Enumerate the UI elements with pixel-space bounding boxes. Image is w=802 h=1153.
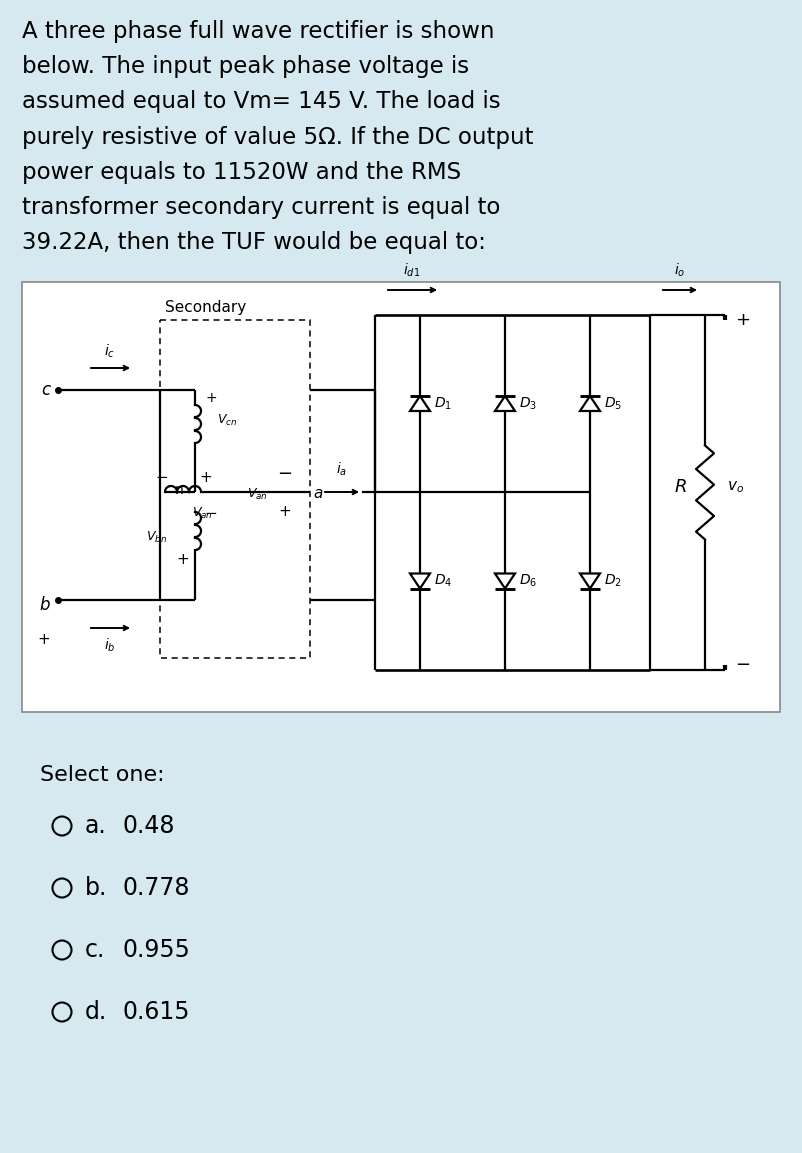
Text: $V_{an}$: $V_{an}$ [192, 506, 213, 521]
Text: $D_6$: $D_6$ [519, 573, 537, 589]
Text: $V_{bn}$: $V_{bn}$ [146, 529, 167, 544]
Polygon shape [410, 395, 430, 410]
Text: 0.615: 0.615 [122, 1000, 189, 1024]
Text: 0.48: 0.48 [122, 814, 175, 838]
Text: −: − [735, 656, 750, 675]
Text: c: c [41, 380, 50, 399]
Text: −: − [156, 470, 168, 485]
Text: n: n [174, 483, 183, 497]
Polygon shape [410, 573, 430, 588]
Text: $D_4$: $D_4$ [434, 573, 452, 589]
Text: +: + [176, 551, 189, 566]
Text: a: a [313, 487, 322, 502]
Text: A three phase full wave rectifier is shown
below. The input peak phase voltage i: A three phase full wave rectifier is sho… [22, 20, 533, 255]
Text: +: + [37, 633, 50, 648]
Text: Secondary: Secondary [165, 300, 246, 315]
Text: $i_b$: $i_b$ [104, 636, 115, 655]
Text: $i_o$: $i_o$ [674, 262, 686, 279]
Text: $D_3$: $D_3$ [519, 395, 537, 412]
Text: 0.955: 0.955 [122, 939, 190, 962]
FancyBboxPatch shape [22, 282, 780, 713]
Text: b.: b. [85, 876, 107, 900]
Text: a.: a. [85, 814, 107, 838]
Text: $i_c$: $i_c$ [104, 342, 115, 360]
Text: 0.778: 0.778 [122, 876, 189, 900]
Text: −: − [205, 506, 217, 521]
Text: $D_1$: $D_1$ [434, 395, 452, 412]
Text: R: R [674, 478, 687, 497]
Text: c.: c. [85, 939, 105, 962]
Text: $V_{an}$: $V_{an}$ [247, 487, 268, 502]
Text: b: b [39, 596, 50, 615]
Text: $i_{d1}$: $i_{d1}$ [403, 262, 420, 279]
Text: +: + [278, 505, 291, 520]
Text: $D_2$: $D_2$ [604, 573, 622, 589]
Text: Select one:: Select one: [40, 764, 164, 785]
Polygon shape [580, 573, 600, 588]
Text: $V_{cn}$: $V_{cn}$ [217, 413, 237, 428]
Text: d.: d. [85, 1000, 107, 1024]
Polygon shape [495, 573, 515, 588]
Polygon shape [580, 395, 600, 410]
Text: +: + [200, 470, 213, 485]
Text: $D_5$: $D_5$ [604, 395, 622, 412]
Polygon shape [495, 395, 515, 410]
Text: +: + [735, 311, 750, 329]
Text: +: + [205, 391, 217, 405]
Text: −: − [277, 465, 293, 483]
Text: $i_a$: $i_a$ [336, 460, 347, 478]
Text: $v_o$: $v_o$ [727, 480, 744, 496]
